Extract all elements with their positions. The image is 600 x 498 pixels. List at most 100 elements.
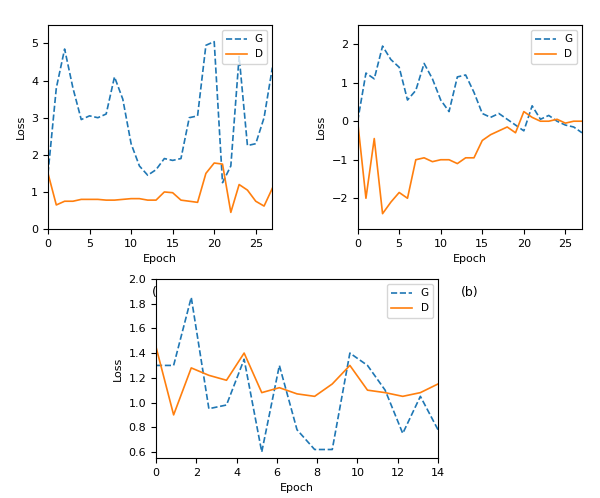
D — [293, 391, 301, 397]
D — [236, 182, 243, 188]
G — [185, 115, 193, 121]
D — [103, 197, 110, 203]
G — [371, 76, 378, 82]
D — [161, 189, 168, 195]
Line: G: G — [358, 46, 582, 133]
Line: G: G — [156, 297, 438, 452]
D — [94, 196, 101, 202]
Legend: G, D: G, D — [531, 30, 577, 64]
G — [329, 447, 336, 453]
G — [462, 72, 469, 78]
G — [219, 180, 226, 186]
D — [417, 389, 424, 395]
D — [470, 155, 478, 161]
D — [258, 389, 265, 395]
D — [371, 135, 378, 141]
G — [404, 97, 411, 103]
G — [152, 167, 160, 173]
G — [445, 109, 452, 115]
G — [276, 363, 283, 369]
D — [178, 197, 185, 203]
D — [170, 412, 177, 418]
G — [178, 155, 185, 161]
G — [194, 113, 201, 119]
D — [578, 118, 586, 124]
D — [252, 198, 259, 204]
G — [152, 363, 160, 369]
D — [241, 350, 248, 356]
G — [170, 363, 177, 369]
Text: (a): (a) — [151, 286, 169, 299]
D — [520, 109, 527, 115]
D — [412, 157, 419, 163]
D — [276, 384, 283, 390]
G — [399, 430, 406, 436]
D — [479, 137, 486, 143]
D — [152, 344, 160, 350]
G — [382, 387, 389, 393]
Line: D: D — [48, 163, 272, 212]
D — [399, 393, 406, 399]
G — [412, 88, 419, 94]
G — [127, 141, 134, 147]
G — [211, 39, 218, 45]
D — [188, 365, 195, 371]
G — [311, 447, 318, 453]
G — [293, 427, 301, 433]
G — [61, 46, 68, 52]
D — [152, 197, 160, 203]
D — [70, 198, 77, 204]
G — [470, 89, 478, 95]
G — [387, 57, 394, 63]
G — [103, 111, 110, 117]
G — [429, 76, 436, 82]
D — [395, 190, 403, 196]
G — [44, 170, 52, 176]
G — [169, 157, 176, 163]
D — [429, 159, 436, 165]
G — [241, 356, 248, 362]
G — [269, 65, 276, 71]
Line: D: D — [156, 347, 438, 415]
D — [562, 120, 569, 126]
D — [211, 160, 218, 166]
D — [503, 124, 511, 130]
D — [462, 155, 469, 161]
G — [537, 117, 544, 123]
G — [260, 115, 268, 121]
G — [529, 103, 536, 109]
G — [136, 163, 143, 169]
G — [86, 113, 93, 119]
D — [437, 157, 445, 163]
D — [202, 170, 209, 176]
D — [404, 195, 411, 201]
Y-axis label: Loss: Loss — [113, 357, 123, 380]
Legend: G, D: G, D — [387, 284, 433, 318]
G — [205, 406, 212, 412]
G — [417, 393, 424, 399]
G — [354, 118, 361, 124]
G — [188, 294, 195, 300]
D — [227, 209, 235, 215]
D — [61, 198, 68, 204]
G — [362, 70, 370, 76]
D — [364, 387, 371, 393]
G — [77, 117, 85, 123]
D — [512, 130, 519, 136]
G — [236, 53, 243, 59]
G — [578, 130, 586, 136]
D — [496, 128, 503, 134]
G — [364, 363, 371, 369]
Line: D: D — [358, 112, 582, 214]
G — [454, 74, 461, 80]
D — [260, 203, 268, 209]
G — [70, 85, 77, 91]
D — [545, 118, 553, 124]
G — [512, 122, 519, 128]
G — [487, 115, 494, 121]
G — [437, 97, 445, 103]
X-axis label: Epoch: Epoch — [143, 254, 177, 264]
G — [570, 124, 577, 130]
D — [529, 115, 536, 121]
D — [362, 195, 370, 201]
